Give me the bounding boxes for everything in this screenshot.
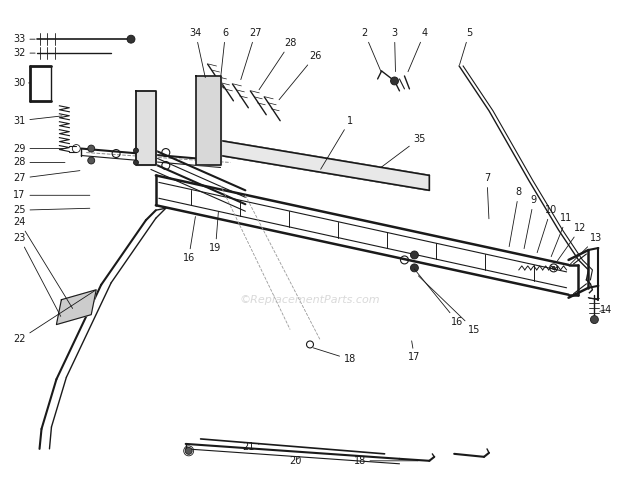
Circle shape [410,251,418,259]
Polygon shape [196,76,221,166]
Circle shape [590,316,598,324]
Text: 23: 23 [14,233,61,317]
Circle shape [88,145,95,152]
Circle shape [133,160,138,165]
Text: 24: 24 [14,217,73,309]
Circle shape [127,35,135,43]
Text: 19: 19 [210,212,222,253]
Circle shape [391,77,399,85]
Text: 16: 16 [414,269,463,327]
Text: 14: 14 [600,305,613,315]
Circle shape [133,148,138,153]
Text: 30: 30 [14,78,30,88]
Text: 33: 33 [14,34,35,44]
Text: 17: 17 [14,190,90,200]
Text: 6: 6 [221,28,229,78]
Text: 22: 22 [14,291,95,344]
Circle shape [552,266,555,269]
Text: 27: 27 [241,28,262,80]
Text: 18: 18 [353,456,418,466]
Text: 5: 5 [459,28,472,65]
Text: 32: 32 [14,48,35,58]
Text: 10: 10 [537,205,557,252]
Text: 9: 9 [524,195,537,248]
Text: 3: 3 [391,28,397,72]
Text: 26: 26 [279,51,321,100]
Text: ©ReplacementParts.com: ©ReplacementParts.com [240,295,380,305]
Text: 7: 7 [484,173,490,219]
Text: 35: 35 [381,134,425,167]
Text: 25: 25 [14,205,90,215]
Text: 1: 1 [321,116,353,169]
Circle shape [410,264,418,272]
Text: 28: 28 [14,158,65,167]
Text: 20: 20 [289,456,301,466]
Text: 31: 31 [14,116,62,126]
Text: 15: 15 [418,276,480,334]
Polygon shape [136,91,156,166]
Polygon shape [221,141,429,190]
Text: 12: 12 [557,223,587,261]
Text: 29: 29 [14,144,65,154]
Text: 13: 13 [570,233,603,265]
Text: 8: 8 [509,187,522,247]
Text: 17: 17 [408,341,420,362]
Text: 2: 2 [361,28,381,72]
Text: 21: 21 [242,442,259,452]
Text: 11: 11 [551,213,573,256]
Circle shape [88,157,95,164]
Text: 28: 28 [259,38,296,90]
Polygon shape [56,290,96,325]
Text: 18: 18 [313,348,356,364]
Text: 27: 27 [14,170,80,183]
Circle shape [185,447,192,454]
Text: 34: 34 [190,28,205,78]
Text: 16: 16 [182,217,195,263]
Text: 4: 4 [408,28,427,72]
